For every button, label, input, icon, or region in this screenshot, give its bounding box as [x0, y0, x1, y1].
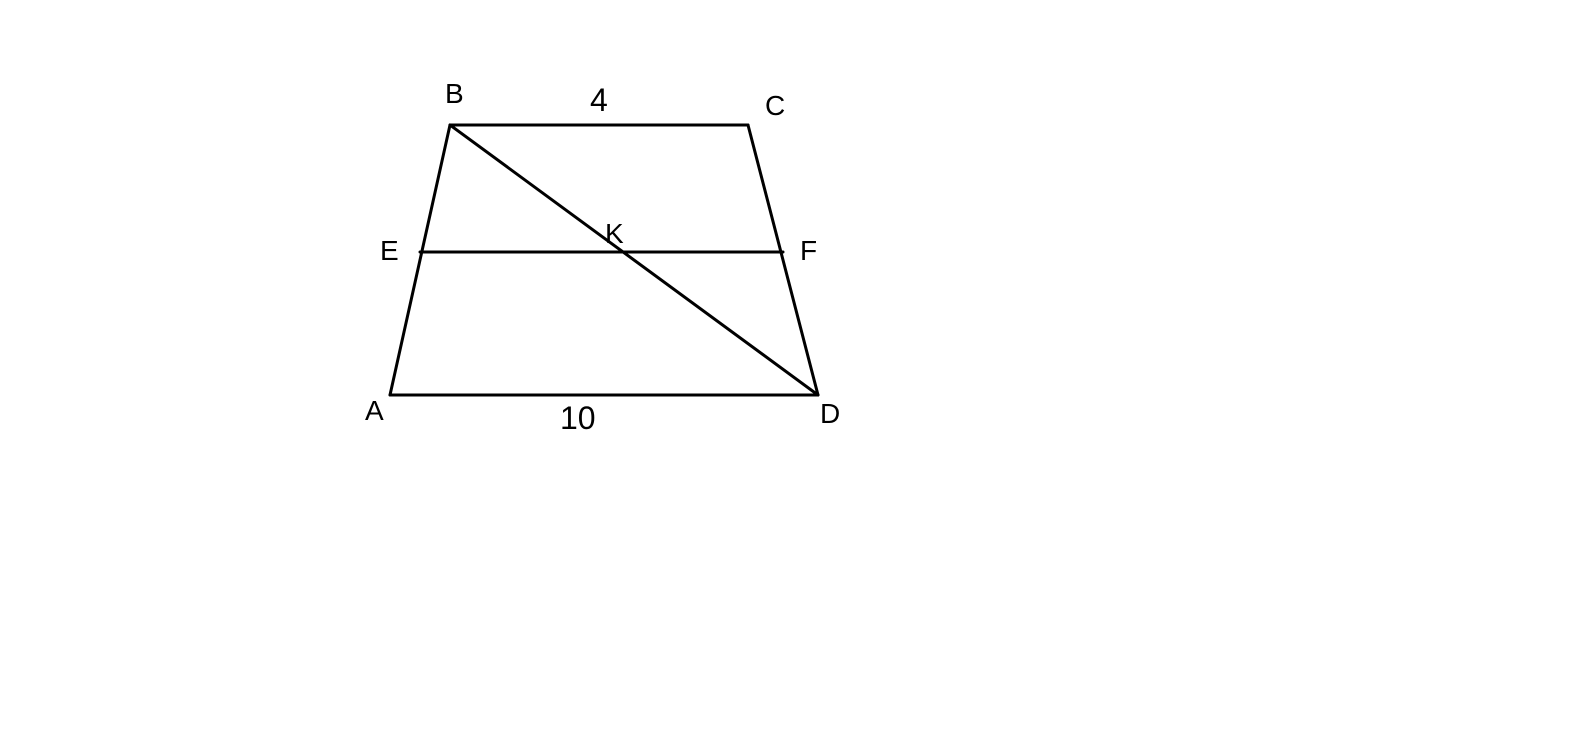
vertex-label-e: E [380, 235, 399, 267]
vertex-label-f: F [800, 235, 817, 267]
vertex-label-c: C [765, 90, 785, 122]
vertex-label-k: K [605, 218, 624, 250]
diagram-svg [0, 0, 1594, 756]
trapezoid-diagram: A B C D E F K 4 10 [0, 0, 1594, 756]
measure-bc: 4 [590, 82, 608, 119]
measure-ad: 10 [560, 400, 596, 437]
vertex-label-b: B [445, 78, 464, 110]
vertex-label-a: A [365, 395, 384, 427]
vertex-label-d: D [820, 398, 840, 430]
